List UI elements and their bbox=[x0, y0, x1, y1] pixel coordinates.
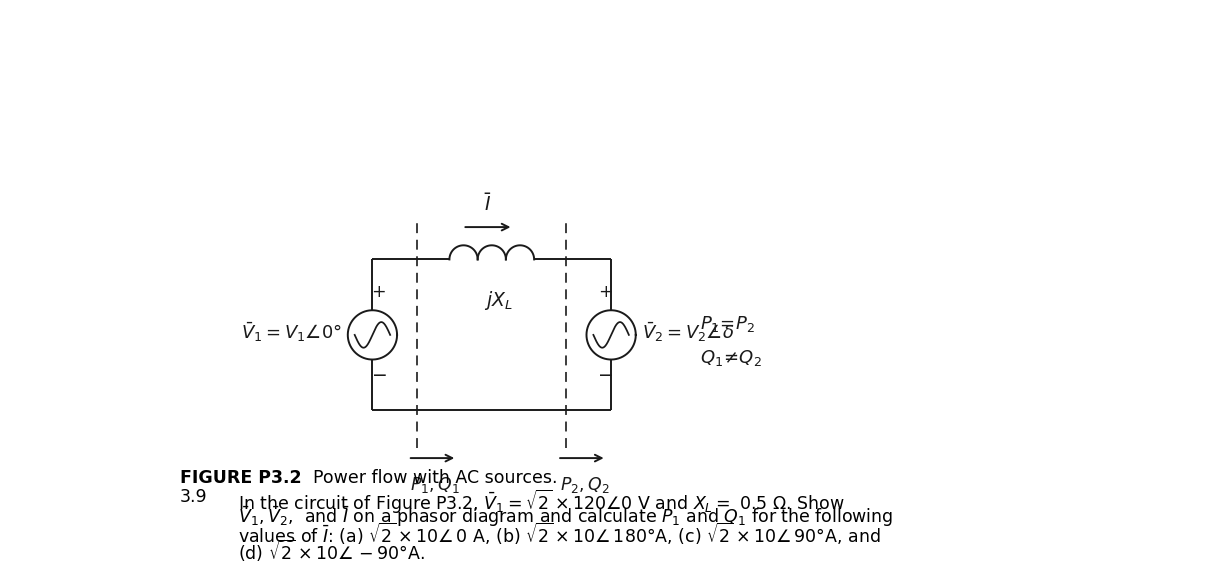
Text: Power flow with AC sources.: Power flow with AC sources. bbox=[301, 469, 557, 487]
Text: $+$: $+$ bbox=[598, 283, 613, 301]
Text: $P_1, Q_1$: $P_1, Q_1$ bbox=[410, 475, 460, 495]
Text: (d) $\sqrt{2}\times 10\angle\,-90°$A.: (d) $\sqrt{2}\times 10\angle\,-90°$A. bbox=[237, 538, 424, 564]
Text: $\bar{V}_1, \bar{V}_2$,  and $\bar{I}$ on a phasor diagram and calculate $P_1$ a: $\bar{V}_1, \bar{V}_2$, and $\bar{I}$ on… bbox=[237, 505, 893, 529]
Text: In the circuit of Figure P3.2, $\bar{V}_1 = \sqrt{2}\times 120\angle 0$ V and $X: In the circuit of Figure P3.2, $\bar{V}_… bbox=[237, 488, 844, 516]
Text: FIGURE P3.2: FIGURE P3.2 bbox=[180, 469, 301, 487]
Text: $-$: $-$ bbox=[370, 364, 386, 383]
Text: $jX_L$: $jX_L$ bbox=[483, 288, 512, 312]
Text: $\bar{I}$: $\bar{I}$ bbox=[483, 193, 492, 215]
Text: $-$: $-$ bbox=[597, 364, 613, 383]
Text: $Q_1\!\neq\! Q_2$: $Q_1\!\neq\! Q_2$ bbox=[700, 348, 761, 368]
Text: values of $\bar{I}$: (a) $\sqrt{2}\times 10\angle\, 0$ A, (b) $\sqrt{2}\times 10: values of $\bar{I}$: (a) $\sqrt{2}\times… bbox=[237, 521, 881, 547]
Text: 3.9: 3.9 bbox=[180, 488, 208, 506]
Text: $P_1\!=\!P_2$: $P_1\!=\!P_2$ bbox=[700, 314, 755, 334]
Text: $P_2, Q_2$: $P_2, Q_2$ bbox=[560, 475, 609, 495]
Text: $+$: $+$ bbox=[371, 283, 386, 301]
Text: $\bar{V}_1 = V_1\angle 0°$: $\bar{V}_1 = V_1\angle 0°$ bbox=[241, 321, 342, 344]
Text: $\bar{V}_2 = V_2\angle\delta$: $\bar{V}_2 = V_2\angle\delta$ bbox=[642, 321, 734, 344]
